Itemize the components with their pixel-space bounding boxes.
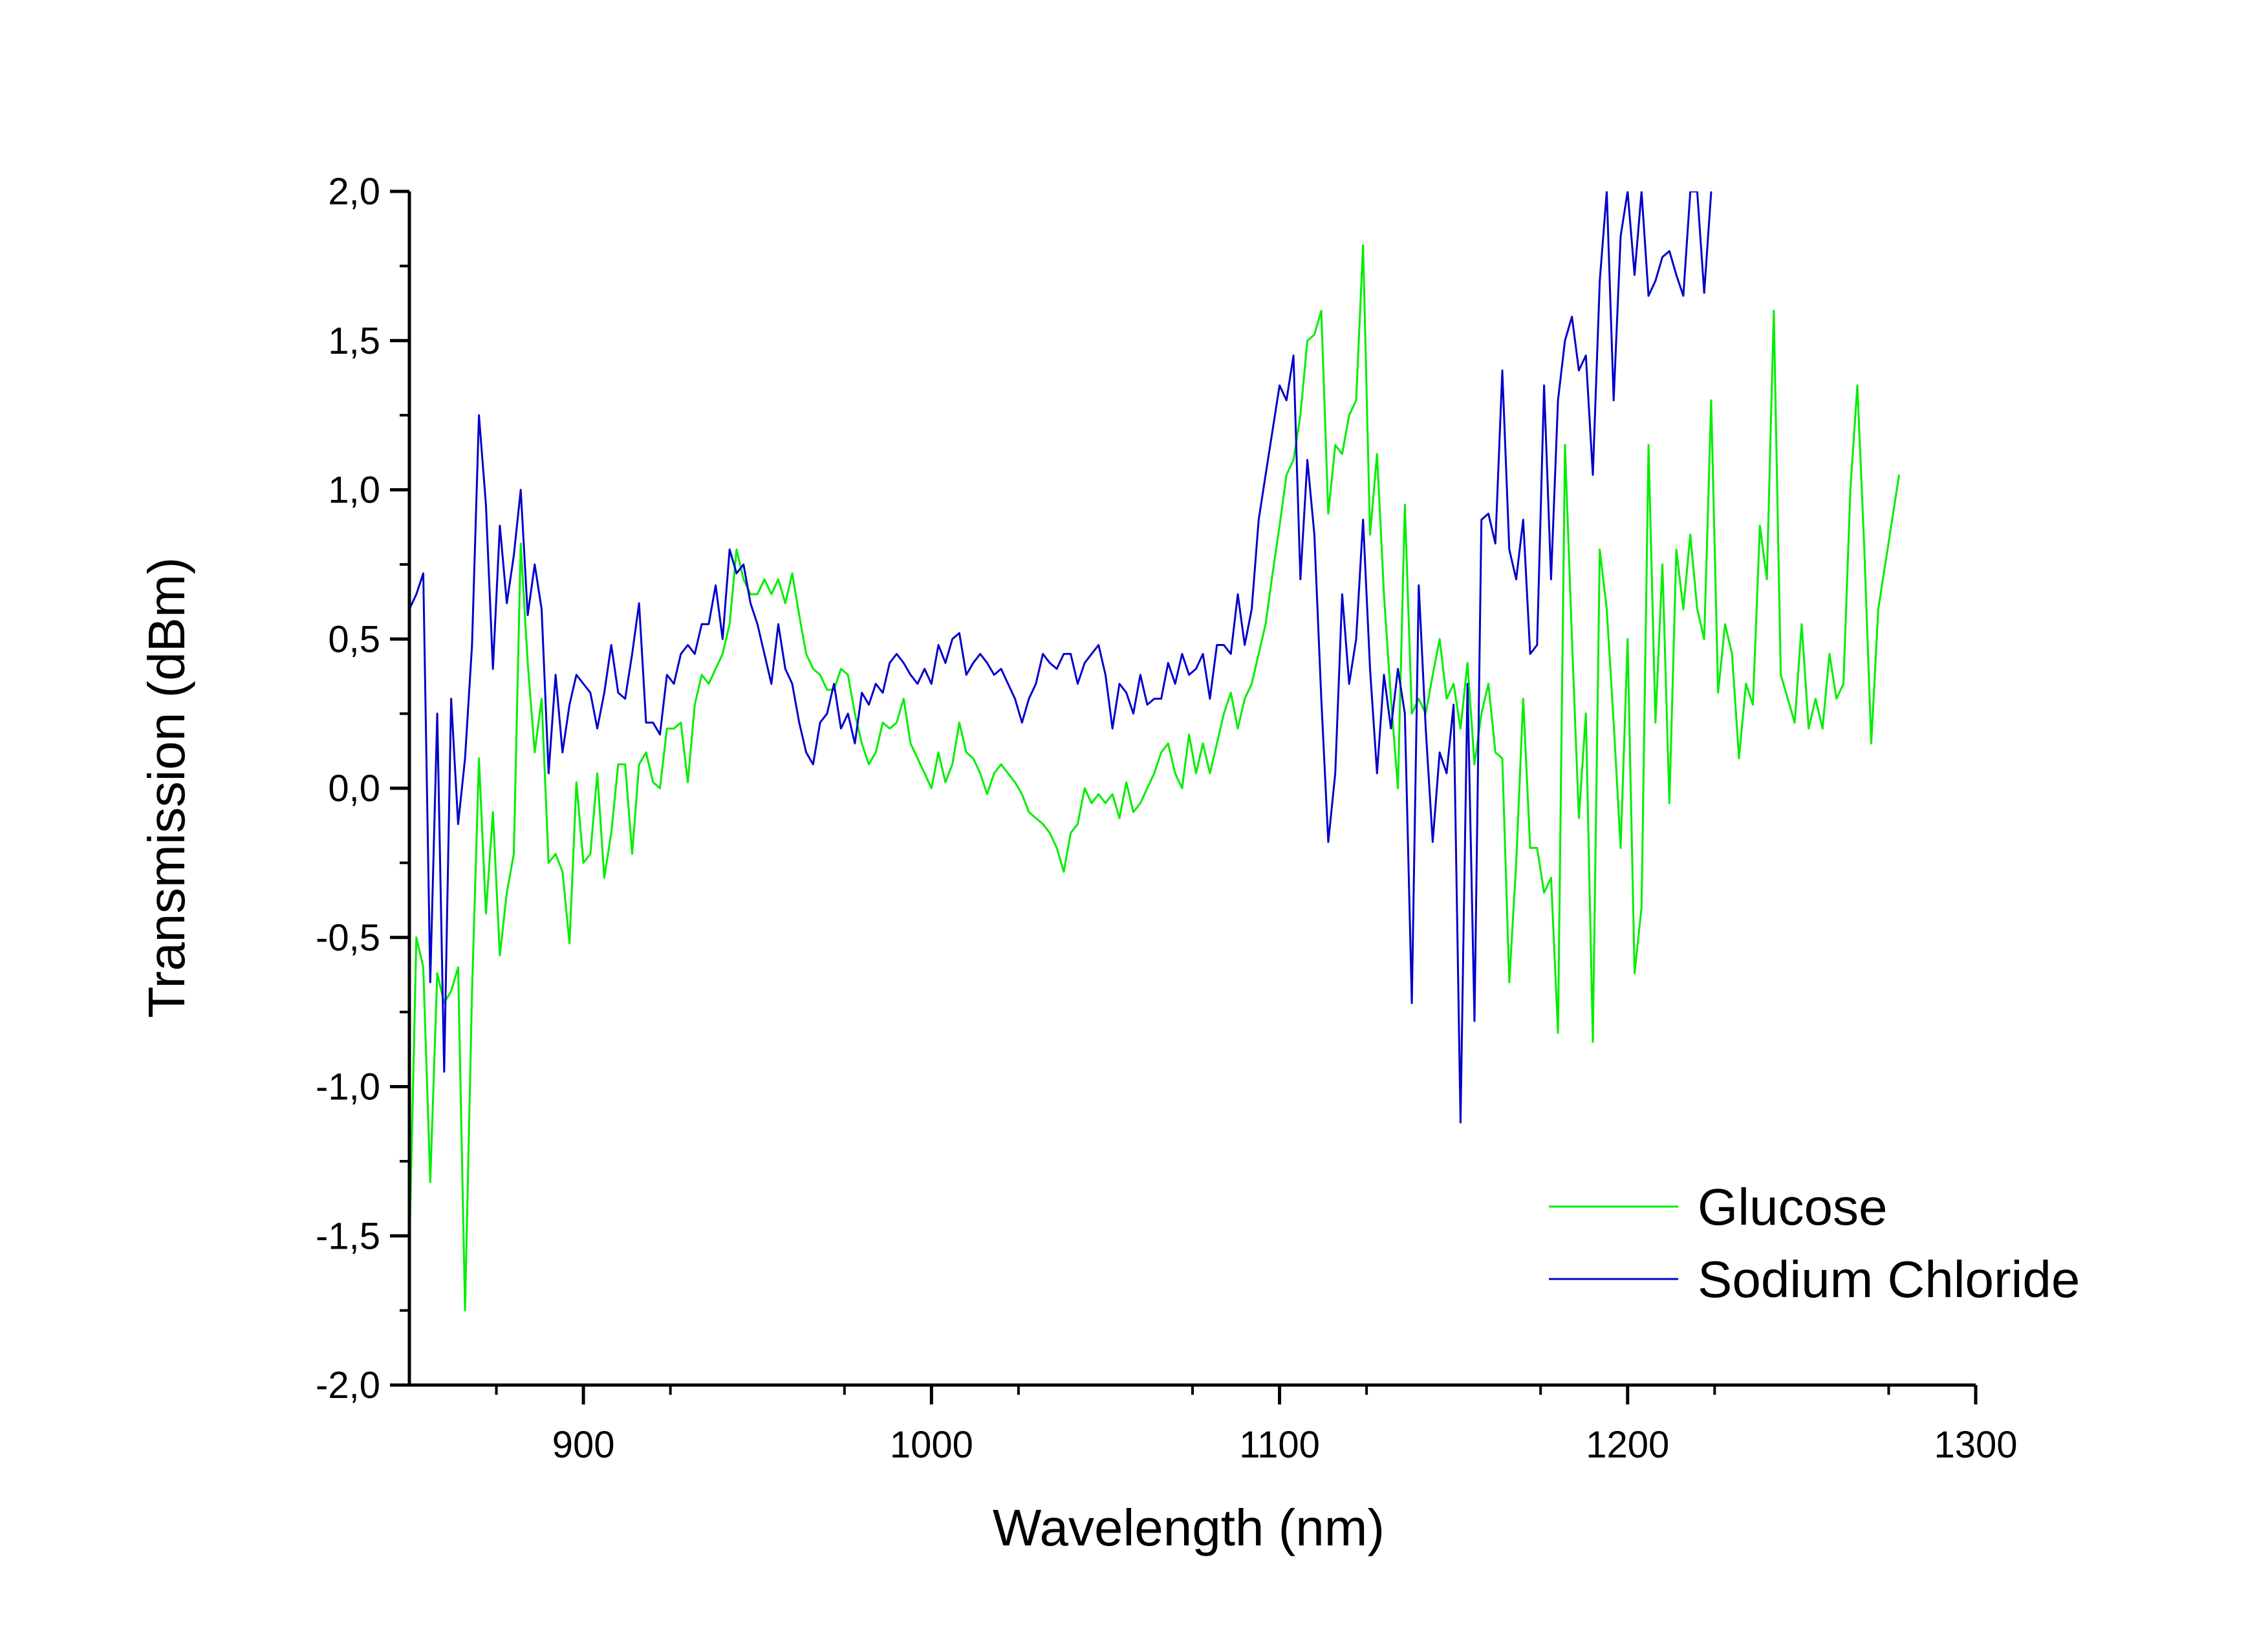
y-axis-title: Transmission (dBm) [138,557,195,1018]
plot-lines [409,191,1901,1312]
x-axis-title: Wavelength (nm) [993,1499,1385,1556]
x-tick-label: 1300 [1934,1424,2017,1466]
y-tick-label: 1,0 [328,469,380,511]
y-tick-label: -2,0 [316,1364,380,1406]
legend-label-sodium-chloride: Sodium Chloride [1698,1251,2080,1308]
legend: Glucose Sodium Chloride [1549,1178,2080,1308]
x-tick-label: 900 [552,1424,615,1466]
x-tick-label: 1200 [1586,1424,1669,1466]
legend-label-glucose: Glucose [1698,1178,1887,1236]
tick-labels: 2,0 1,5 1,0 0,5 0,0 -0,5 -1,0 -1,5 -2,0 900 1000 11… [316,171,2017,1466]
x-tick-label: 1000 [890,1424,973,1466]
series-line-glucose [409,244,1901,1312]
y-tick-label: 0,0 [328,768,380,810]
y-tick-label: 2,0 [328,171,380,213]
y-tick-label: -0,5 [316,917,380,959]
y-tick-label: 1,5 [328,320,380,362]
y-tick-label: -1,0 [316,1066,380,1108]
y-tick-label: 0,5 [328,618,380,660]
axes [390,189,1978,1404]
series-line-sodium-chloride [409,191,1712,1124]
x-tick-label: 1100 [1239,1424,1320,1466]
y-tick-label: -1,5 [316,1215,380,1257]
